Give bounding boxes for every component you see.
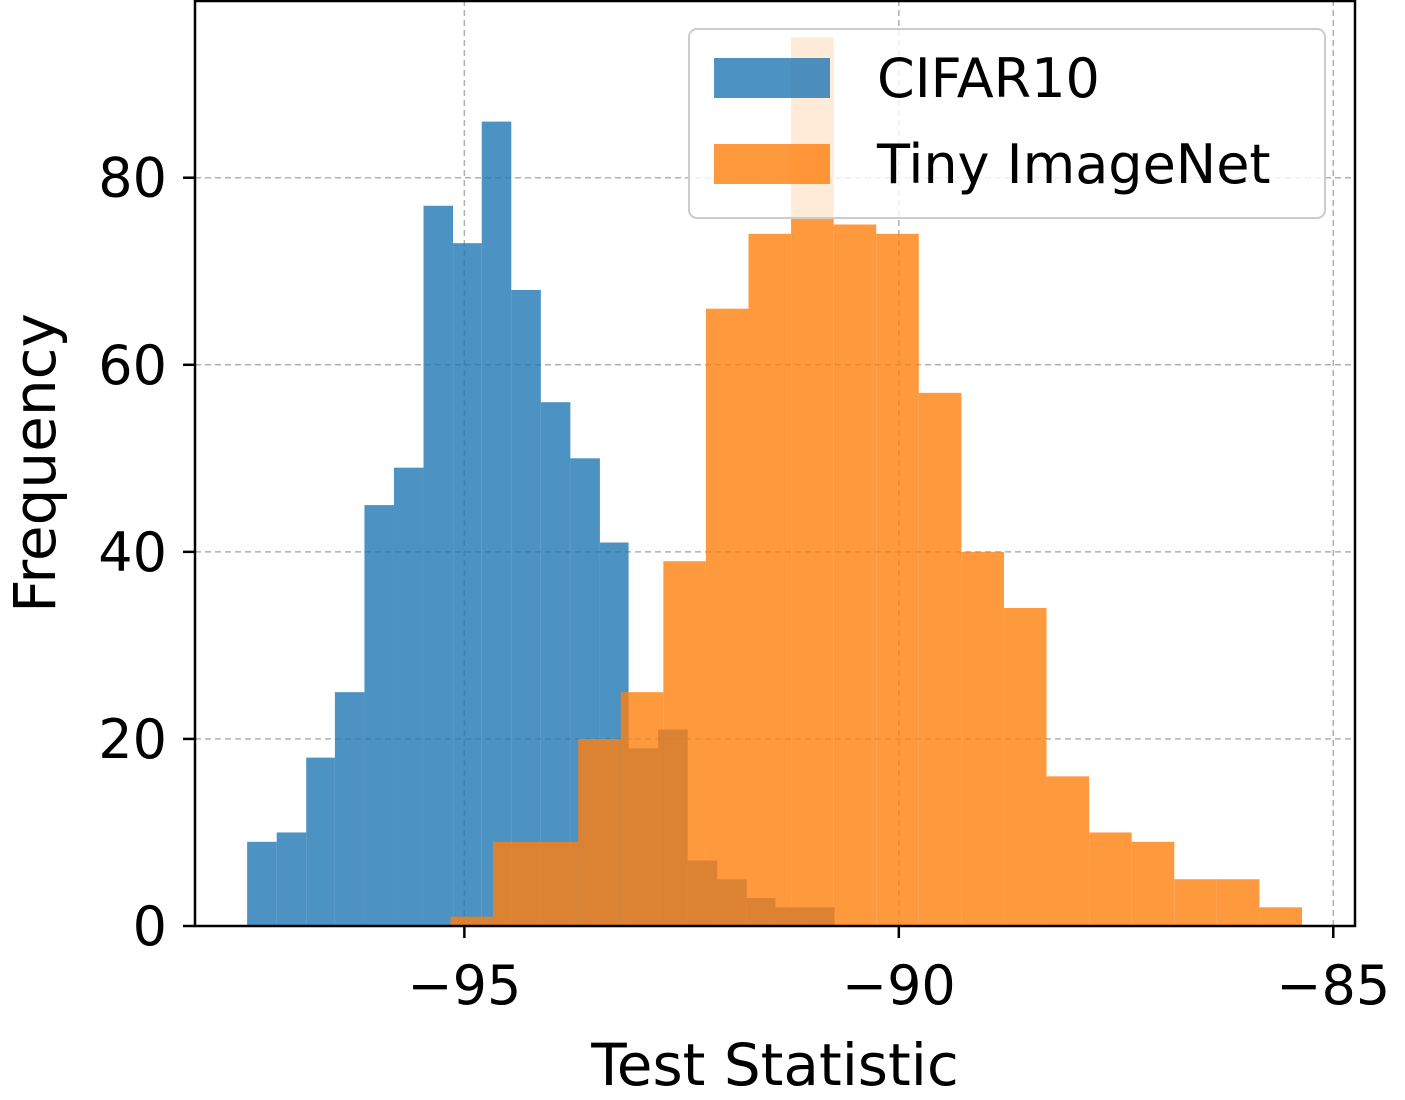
histogram-bar bbox=[1131, 841, 1175, 926]
x-tick-label: −90 bbox=[842, 954, 956, 1017]
histogram-bar bbox=[1174, 879, 1217, 926]
histogram-bar bbox=[511, 289, 541, 926]
plot-frame bbox=[193, 0, 1357, 928]
histogram-bar bbox=[453, 243, 482, 927]
histogram-bar bbox=[663, 561, 706, 926]
histogram-bar bbox=[247, 841, 277, 926]
histogram-bar bbox=[393, 467, 424, 926]
y-tick-label: 80 bbox=[98, 147, 167, 210]
x-axis-label: Test Statistic bbox=[590, 1031, 959, 1099]
y-axis-label: Frequency bbox=[1, 313, 69, 613]
histogram-bar bbox=[276, 832, 307, 926]
histogram-bar bbox=[423, 205, 454, 926]
histogram-bar bbox=[306, 757, 335, 926]
histogram-bar bbox=[918, 392, 962, 926]
histogram-bar bbox=[450, 916, 494, 926]
x-tick-label: −85 bbox=[1276, 954, 1390, 1017]
histogram-bar bbox=[620, 692, 664, 926]
histogram-bar bbox=[481, 121, 512, 927]
histogram-bar bbox=[961, 551, 1004, 926]
histogram-bar bbox=[1089, 832, 1132, 926]
histogram-bar bbox=[1216, 879, 1260, 926]
y-tick-label: 0 bbox=[133, 895, 167, 958]
legend-swatch bbox=[714, 58, 830, 98]
series-tiny-imagenet bbox=[450, 37, 1302, 927]
histogram-bar bbox=[535, 841, 579, 926]
y-tick-label: 20 bbox=[98, 708, 167, 771]
histogram-bar bbox=[876, 233, 919, 926]
histogram-bar bbox=[540, 402, 571, 926]
histogram-bar bbox=[748, 233, 792, 926]
legend: CIFAR10 Tiny ImageNet bbox=[688, 28, 1326, 219]
histogram-bar bbox=[1259, 907, 1302, 926]
legend-swatch bbox=[714, 144, 830, 184]
histogram-bar bbox=[493, 841, 536, 926]
y-tick-label: 40 bbox=[98, 521, 167, 584]
y-tick-label: 60 bbox=[98, 334, 167, 397]
histogram-bar bbox=[833, 224, 877, 926]
histogram-bar bbox=[364, 505, 394, 926]
histogram-bar bbox=[334, 692, 365, 926]
histogram-bar bbox=[705, 308, 749, 927]
histogram-bar bbox=[1046, 776, 1090, 926]
legend-label: Tiny ImageNet bbox=[876, 133, 1271, 196]
legend-box bbox=[688, 28, 1326, 219]
legend-label: CIFAR10 bbox=[877, 47, 1100, 110]
x-tick-label: −95 bbox=[407, 954, 521, 1017]
histogram-bar bbox=[578, 738, 621, 926]
histogram-bar bbox=[1003, 607, 1047, 926]
